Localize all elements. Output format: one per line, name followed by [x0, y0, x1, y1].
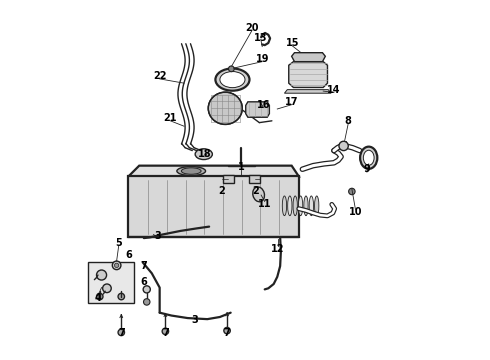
Ellipse shape: [298, 196, 303, 216]
Text: 10: 10: [349, 207, 362, 217]
Circle shape: [118, 293, 124, 300]
Circle shape: [102, 284, 111, 293]
Text: 6: 6: [141, 277, 147, 287]
Circle shape: [118, 329, 124, 336]
Text: 17: 17: [285, 97, 298, 107]
Ellipse shape: [220, 72, 245, 87]
Polygon shape: [292, 53, 325, 62]
Text: 18: 18: [198, 149, 212, 159]
Text: 2: 2: [219, 186, 225, 196]
Ellipse shape: [208, 92, 243, 125]
Ellipse shape: [177, 167, 205, 176]
Polygon shape: [285, 90, 331, 93]
Text: 2: 2: [252, 186, 259, 197]
Circle shape: [162, 328, 169, 334]
Text: 3: 3: [155, 231, 162, 240]
Text: 14: 14: [327, 85, 341, 95]
Polygon shape: [289, 62, 327, 87]
Circle shape: [112, 261, 121, 270]
Ellipse shape: [282, 196, 287, 216]
Ellipse shape: [216, 68, 249, 91]
Ellipse shape: [293, 196, 297, 216]
Text: 16: 16: [257, 100, 270, 110]
Text: 7: 7: [141, 261, 147, 271]
Polygon shape: [128, 176, 299, 237]
Text: 7: 7: [118, 328, 124, 338]
Text: 12: 12: [271, 244, 285, 254]
Polygon shape: [245, 102, 270, 117]
Polygon shape: [223, 175, 234, 183]
Ellipse shape: [304, 196, 308, 216]
Text: 13: 13: [254, 33, 268, 43]
Text: 7: 7: [163, 328, 170, 338]
Text: 21: 21: [164, 113, 177, 123]
Text: 19: 19: [255, 54, 269, 64]
Ellipse shape: [181, 168, 201, 174]
Text: 5: 5: [115, 238, 122, 248]
Text: 8: 8: [345, 116, 352, 126]
Circle shape: [143, 286, 150, 293]
Circle shape: [115, 263, 119, 267]
Text: 9: 9: [364, 164, 370, 174]
Text: 3: 3: [192, 315, 198, 325]
Ellipse shape: [253, 187, 265, 202]
Text: 22: 22: [153, 71, 167, 81]
Text: 4: 4: [95, 293, 101, 303]
Circle shape: [97, 293, 103, 300]
Polygon shape: [128, 166, 299, 176]
Ellipse shape: [360, 147, 377, 169]
Text: 1: 1: [238, 162, 245, 172]
Polygon shape: [249, 175, 260, 183]
Circle shape: [144, 299, 150, 305]
Ellipse shape: [195, 149, 212, 159]
Text: 11: 11: [258, 199, 271, 210]
Text: 6: 6: [125, 249, 132, 260]
Ellipse shape: [288, 196, 292, 216]
Text: 20: 20: [245, 23, 259, 33]
Text: 15: 15: [286, 38, 299, 48]
Circle shape: [349, 188, 355, 195]
Circle shape: [97, 270, 107, 280]
Circle shape: [228, 66, 234, 72]
Polygon shape: [88, 262, 134, 303]
Circle shape: [339, 141, 348, 150]
Text: 7: 7: [224, 328, 230, 338]
Circle shape: [224, 327, 230, 334]
Ellipse shape: [309, 196, 314, 216]
Ellipse shape: [315, 196, 319, 216]
Ellipse shape: [364, 150, 374, 165]
